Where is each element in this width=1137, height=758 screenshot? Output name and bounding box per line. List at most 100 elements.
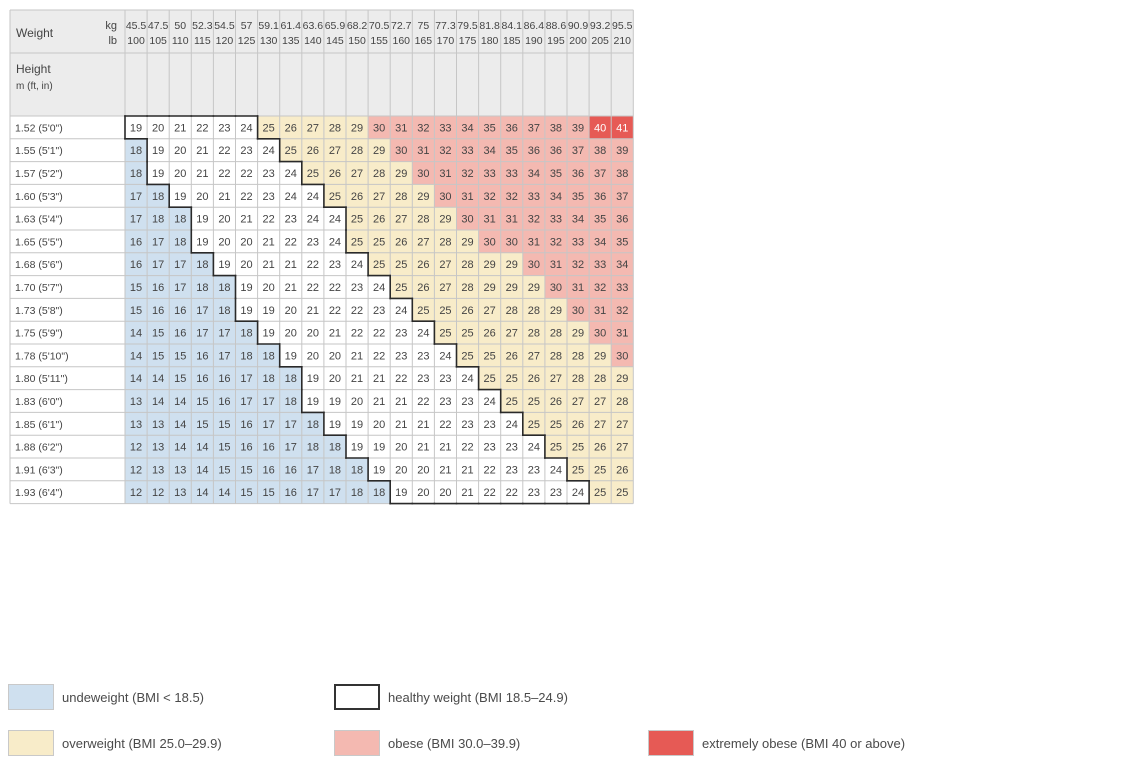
bmi-value: 14	[196, 442, 208, 454]
bmi-cell-healthy	[346, 344, 369, 367]
bmi-value: 21	[174, 122, 186, 134]
bmi-value: 23	[307, 236, 319, 248]
bmi-value: 27	[506, 328, 518, 340]
healthy-label: healthy weight (BMI 18.5–24.9)	[388, 689, 568, 705]
bmi-value: 15	[196, 419, 208, 431]
bmi-value: 33	[528, 191, 540, 203]
bmi-value: 26	[307, 145, 319, 157]
bmi-value: 19	[196, 214, 208, 226]
bmi-value: 19	[351, 442, 363, 454]
bmi-value: 20	[174, 168, 186, 180]
bmi-cell-underweight	[125, 366, 148, 390]
bmi-cell-overweight	[478, 275, 501, 299]
bmi-value: 31	[616, 328, 628, 340]
bmi-cell-obese	[567, 230, 590, 253]
bmi-value: 20	[196, 191, 208, 203]
bmi-cell-underweight	[301, 458, 324, 481]
bmi-value: 26	[506, 350, 518, 362]
bmi-cell-obese	[567, 275, 590, 299]
legend-healthy: healthy weight (BMI 18.5–24.9)	[334, 682, 568, 712]
bmi-value: 21	[218, 191, 230, 203]
bmi-value: 18	[196, 282, 208, 294]
bmi-value: 25	[461, 350, 473, 362]
bmi-cell-underweight	[169, 412, 192, 436]
bmi-cell-healthy	[434, 366, 457, 390]
bmi-cell-healthy	[346, 412, 369, 436]
bmi-cell-healthy	[191, 116, 214, 139]
bmi-cell-overweight	[257, 116, 280, 139]
bmi-cell-overweight	[500, 321, 523, 344]
bmi-value: 15	[174, 350, 186, 362]
bmi-value: 14	[152, 396, 164, 408]
bmi-cell-healthy	[390, 412, 413, 436]
bmi-value: 23	[263, 168, 275, 180]
bmi-value: 21	[417, 442, 429, 454]
bmi-value: 40	[594, 122, 606, 134]
height-row-label: 1.60 (5'3")	[15, 191, 63, 203]
bmi-value: 33	[550, 214, 562, 226]
weight-kg-label: 93.2	[590, 20, 611, 32]
bmi-cell-underweight	[125, 230, 148, 253]
bmi-value: 16	[130, 259, 142, 271]
bmi-value: 19	[373, 464, 385, 476]
bmi-value: 22	[285, 236, 297, 248]
bmi-cell-obese	[567, 207, 590, 230]
weight-lb-label: 100	[127, 35, 145, 47]
bmi-cell-obese	[611, 321, 634, 344]
bmi-value: 21	[307, 305, 319, 317]
bmi-value: 15	[130, 282, 142, 294]
bmi-cell-obese	[500, 207, 523, 230]
bmi-cell-underweight	[235, 366, 258, 390]
bmi-cell-overweight	[368, 184, 391, 208]
bmi-cell-healthy	[368, 435, 391, 458]
bmi-cell-healthy	[279, 252, 302, 276]
bmi-cell-obese	[611, 344, 634, 367]
bmi-cell-underweight	[301, 435, 324, 458]
weight-kg-label: 52.3	[192, 20, 213, 32]
bmi-value: 25	[528, 396, 540, 408]
bmi-value: 23	[506, 464, 518, 476]
bmi-value: 24	[506, 419, 518, 431]
bmi-value: 25	[616, 487, 628, 499]
bmi-value: 18	[307, 442, 319, 454]
bmi-cell-underweight	[191, 412, 214, 436]
bmi-cell-healthy	[500, 435, 523, 458]
weight-lb-label: 120	[216, 35, 234, 47]
bmi-cell-underweight	[147, 389, 170, 413]
bmi-cell-overweight	[301, 138, 324, 162]
bmi-cell-healthy	[301, 298, 324, 322]
bmi-cell-underweight	[191, 298, 214, 322]
bmi-cell-healthy	[368, 458, 391, 481]
bmi-cell-overweight	[589, 480, 612, 504]
bmi-value: 22	[461, 442, 473, 454]
bmi-cell-obese	[500, 230, 523, 253]
bmi-cell-healthy	[434, 480, 457, 504]
bmi-cell-overweight	[478, 366, 501, 390]
bmi-value: 25	[417, 305, 429, 317]
bmi-cell-healthy	[323, 298, 346, 322]
weight-kg-label: 45.5	[126, 20, 147, 32]
bmi-value: 14	[130, 350, 142, 362]
bmi-cell-healthy	[279, 184, 302, 208]
bmi-value: 20	[329, 373, 341, 385]
bmi-value: 26	[616, 464, 628, 476]
bmi-cell-overweight	[522, 298, 545, 322]
bmi-cell-underweight	[125, 207, 148, 230]
bmi-value: 25	[285, 145, 297, 157]
bmi-cell-overweight	[434, 207, 457, 230]
bmi-value: 30	[373, 122, 385, 134]
bmi-value: 25	[351, 214, 363, 226]
bmi-value: 16	[218, 373, 230, 385]
bmi-cell-healthy	[434, 344, 457, 367]
bmi-value: 27	[594, 419, 606, 431]
bmi-cell-healthy	[279, 344, 302, 367]
bmi-value: 28	[528, 305, 540, 317]
bmi-cell-underweight	[191, 458, 214, 481]
bmi-cell-overweight	[390, 184, 413, 208]
bmi-value: 12	[130, 442, 142, 454]
bmi-value: 32	[417, 122, 429, 134]
bmi-value: 20	[395, 464, 407, 476]
bmi-cell-obese	[478, 184, 501, 208]
bmi-cell-underweight	[125, 344, 148, 367]
